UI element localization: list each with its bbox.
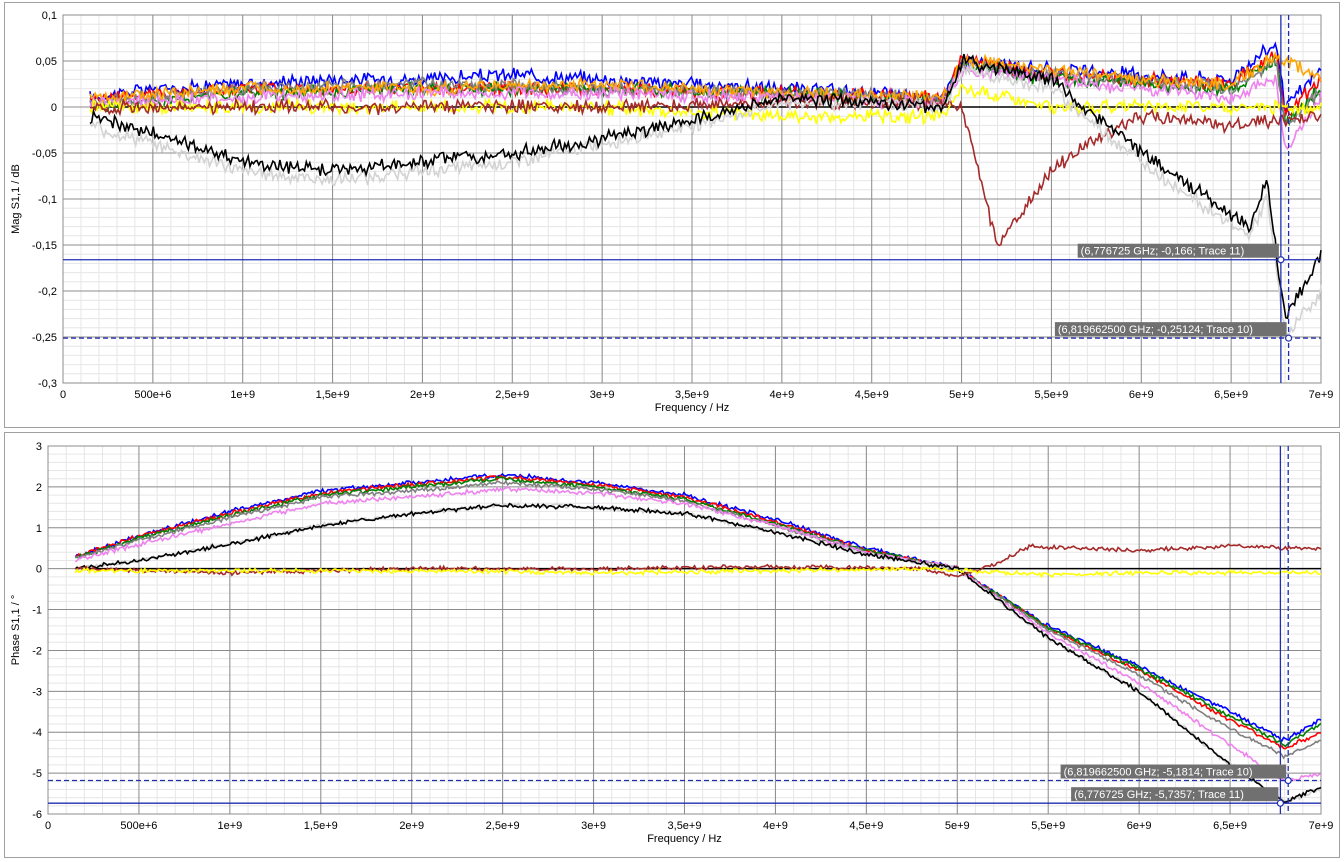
chart1-y-tick-label: -4	[32, 727, 42, 739]
phase-chart[interactable]: 0 500e+6 1e+9 1,5e+9 2e+9 2,5e+9 3e+9 3,5e+9 4e+…	[5, 433, 1339, 857]
chart0-series-line-5	[89, 64, 1322, 151]
chart1-y-tick-label: 2	[36, 482, 42, 494]
chart0-cursor-label-1: (6,819662500 GHz; -0,25124; Trace 10)	[1058, 324, 1253, 336]
chart1-x-tick-label: 6e+9	[1127, 820, 1152, 832]
chart1-x-tick-label: 1,5e+9	[304, 820, 338, 832]
chart1-cursor-marker-0	[1276, 799, 1284, 807]
chart1-series-line-6	[74, 502, 1322, 804]
chart1-y-tick-label: -6	[32, 809, 42, 821]
chart0-x-tick-label: 4,5e+9	[855, 389, 889, 401]
chart0-x-tick-label: 5e+9	[949, 389, 974, 401]
magnitude-chart[interactable]: 0 500e+6 1e+9 1,5e+9 2e+9 2,5e+9 3e+9 3,5e+9 4e+…	[5, 3, 1339, 427]
chart0-y-tick-label: -0,25	[32, 332, 57, 344]
chart1-series-line-4	[74, 486, 1322, 784]
chart0-y-tick-label: -0,2	[38, 286, 57, 298]
chart1-series-group	[74, 472, 1322, 804]
chart0-y-tick-label: 0,1	[42, 10, 57, 22]
chart1-x-tick-label: 4,5e+9	[849, 820, 883, 832]
chart0-y-axis-title: Mag S1,1 / dB	[10, 164, 22, 234]
chart1-cursor-label-bg-0	[1071, 787, 1279, 802]
phase-chart-panel[interactable]: 0 500e+6 1e+9 1,5e+9 2e+9 2,5e+9 3e+9 3,5e+9 4e+…	[4, 432, 1340, 858]
chart0-series-line-9	[89, 53, 1322, 320]
chart1-x-tick-label: 6,5e+9	[1213, 820, 1247, 832]
magnitude-chart-panel[interactable]: 0 500e+6 1e+9 1,5e+9 2e+9 2,5e+9 3e+9 3,5e+9 4e+…	[4, 2, 1340, 428]
chart1-y-tick-label: -5	[32, 768, 42, 780]
chart0-y-tick-label: -0,15	[32, 240, 57, 252]
chart1-x-tick-label: 1e+9	[217, 820, 242, 832]
chart0-series-line-7	[90, 92, 1322, 247]
chart0-y-tick-label: -0,1	[38, 194, 57, 206]
chart0-cursor-marker-0	[1277, 256, 1285, 264]
chart1-x-tick-label: 2e+9	[399, 820, 424, 832]
chart1-x-tick-label: 3e+9	[581, 820, 606, 832]
chart1-x-tick-label: 5,5e+9	[1031, 820, 1065, 832]
chart1-y-tick-label: 0	[36, 564, 42, 576]
chart0-x-axis-title: Frequency / Hz	[655, 402, 730, 414]
chart0-series-group	[89, 41, 1322, 340]
chart1-cursor-marker-1	[1284, 776, 1292, 785]
chart1-cursor-label-0: (6,776725 GHz; -5,7357; Trace 11)	[1074, 789, 1244, 801]
chart0-series-line-8	[89, 63, 1322, 340]
chart1-cursor-label-1: (6,819662500 GHz; -5,1814; Trace 10)	[1064, 767, 1253, 779]
chart1-x-axis-title: Frequency / Hz	[647, 833, 722, 845]
chart1-x-tick-label: 2,5e+9	[486, 820, 520, 832]
chart0-cursor-label-bg-1	[1054, 322, 1287, 337]
chart1-series-line-8	[74, 565, 1321, 579]
chart1-y-tick-label: -2	[32, 645, 42, 657]
chart0-x-tick-label: 500e+6	[134, 389, 171, 401]
chart1-x-tick-label: 4e+9	[763, 820, 788, 832]
chart1-x-tick-label: 5e+9	[945, 820, 970, 832]
chart0-x-tick-label: 4e+9	[769, 389, 794, 401]
chart1-cursor-label-bg-1	[1060, 764, 1287, 779]
chart0-y-tick-label: 0,05	[36, 56, 57, 68]
chart0-x-tick-label: 6e+9	[1129, 389, 1154, 401]
chart0-cursor-label-0: (6,776725 GHz; -0,166; Trace 11)	[1081, 246, 1245, 258]
chart1-x-tick-label: 0	[45, 820, 51, 832]
chart0-x-tick-label: 7e+9	[1309, 389, 1334, 401]
chart0-series-line-4	[89, 50, 1322, 106]
chart1-y-tick-label: 1	[36, 523, 42, 535]
chart1-y-tick-label: -3	[32, 686, 42, 698]
chart1-y-axis-title: Phase S1,1 / °	[10, 595, 22, 665]
chart1-x-tick-label: 3,5e+9	[668, 820, 702, 832]
chart0-x-tick-label: 1,5e+9	[316, 389, 350, 401]
chart1-y-tick-label: 3	[36, 441, 42, 453]
chart0-cursor-label-bg-0	[1077, 243, 1279, 258]
chart0-cursor-marker-1	[1284, 334, 1293, 342]
chart0-x-tick-label: 2,5e+9	[495, 389, 529, 401]
chart0-x-tick-label: 3e+9	[590, 389, 615, 401]
chart0-y-tick-label: 0	[51, 102, 57, 114]
chart1-x-tick-label: 7e+9	[1309, 820, 1334, 832]
chart1-x-tick-label: 500e+6	[120, 820, 157, 832]
chart0-x-tick-label: 3,5e+9	[675, 389, 709, 401]
chart0-x-tick-label: 0	[60, 389, 66, 401]
chart0-x-tick-label: 6,5e+9	[1214, 389, 1248, 401]
chart1-y-tick-label: -1	[32, 605, 42, 617]
chart0-y-tick-label: -0,3	[38, 378, 57, 390]
chart0-x-tick-label: 2e+9	[410, 389, 435, 401]
chart1-series-line-3	[75, 479, 1321, 760]
chart0-x-tick-label: 1e+9	[230, 389, 255, 401]
chart0-y-tick-label: -0,05	[32, 148, 57, 160]
chart0-x-tick-label: 5,5e+9	[1034, 389, 1068, 401]
